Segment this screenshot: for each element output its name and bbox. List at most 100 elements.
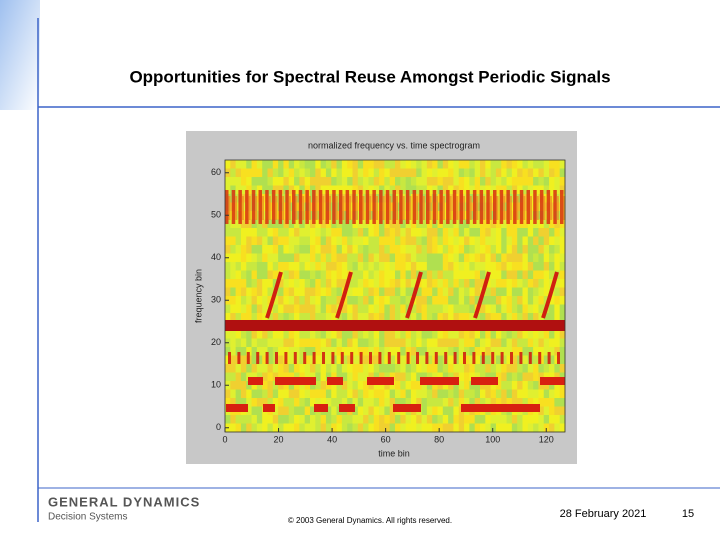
noise-cell [331,296,337,305]
band-stripe [271,190,276,224]
noise-cell [283,160,290,169]
noise-cell [373,313,380,322]
noise-cell [363,304,369,314]
noise-cell [336,245,343,254]
noise-cell [389,381,396,390]
noise-cell [315,398,321,407]
noise-cell [267,262,274,271]
band-stripe [493,190,497,224]
band-stripe [419,190,423,224]
noise-cell [299,389,305,399]
noise-cell [225,262,231,271]
noise-cell [304,160,311,169]
noise-cell [262,347,268,356]
noise-cell [304,270,311,280]
noise-cell [485,330,491,339]
noise-cell [310,415,316,424]
noise-cell [549,347,555,356]
noise-cell [474,423,481,433]
noise-cell [384,253,390,263]
noise-cell [395,287,401,297]
noise-cell [384,279,390,288]
noise-cell [464,398,470,407]
noise-cell [336,398,343,407]
band-stripe [372,190,376,224]
noise-cell [480,262,486,271]
y-tick-label: 40 [211,252,221,262]
noise-cell [527,177,534,186]
band-stripe-glow [235,196,238,220]
noise-cell [426,372,433,382]
noise-cell [495,304,502,314]
noise-cell [267,279,274,288]
noise-cell [331,185,337,195]
noise-cell [405,296,412,305]
page-number: 15 [682,508,694,520]
noise-cell [251,389,258,399]
band-stripe-glow [262,196,264,220]
noise-cell [299,415,305,424]
band-stripe [446,190,450,224]
noise-cell [341,185,348,195]
noise-cell [442,211,449,220]
band-stripe-glow [315,196,318,220]
noise-cell [485,381,491,390]
noise-cell [448,270,454,280]
band-stripe-glow [355,196,358,220]
noise-cell [469,330,475,339]
noise-cell [262,304,268,314]
noise-cell [304,415,311,424]
noise-cell [240,304,247,314]
noise-cell [437,423,444,433]
noise-cell [485,236,491,246]
noise-cell [373,347,380,356]
noise-cell [559,185,566,195]
noise-cell [325,228,332,237]
noise-cell [288,253,295,263]
noise-cell [294,406,300,416]
noise-cell [480,381,486,390]
band-stripe [251,190,256,224]
noise-cell [294,381,300,390]
noise-cell [511,245,518,254]
noise-cell [272,253,279,263]
noise-cell [368,194,375,203]
band-stripe-glow [375,196,378,220]
noise-cell [230,355,236,365]
noise-cell [543,253,550,263]
noise-cell [495,194,502,203]
noise-cell [373,296,380,305]
noise-cell [373,160,380,169]
noise-cell [288,160,295,169]
noise-cell [240,372,247,382]
noise-cell [522,313,529,322]
noise-cell [464,313,470,322]
noise-cell [448,398,454,407]
noise-cell [336,389,343,399]
noise-cell [421,389,428,399]
noise-cell [336,270,343,280]
noise-cell [458,185,465,195]
band-stripe [560,190,564,224]
noise-cell [554,245,560,254]
band-stripe [352,190,356,224]
noise-cell [480,228,486,237]
noise-cell [527,279,534,288]
noise-cell [251,372,258,382]
noise-cell [288,262,295,271]
noise-cell [533,185,539,195]
noise-cell [405,177,412,186]
noise-cell [549,330,555,339]
noise-cell [469,279,475,288]
noise-cell [448,245,454,254]
noise-cell [389,389,396,399]
noise-cell [256,262,263,271]
noise-cell [533,338,539,348]
noise-cell [283,398,290,407]
noise-cell [410,415,417,424]
noise-cell [432,338,438,348]
noise-cell [421,313,428,322]
noise-cell [490,389,497,399]
noise-cell [283,253,290,263]
noise-cell [262,211,268,220]
